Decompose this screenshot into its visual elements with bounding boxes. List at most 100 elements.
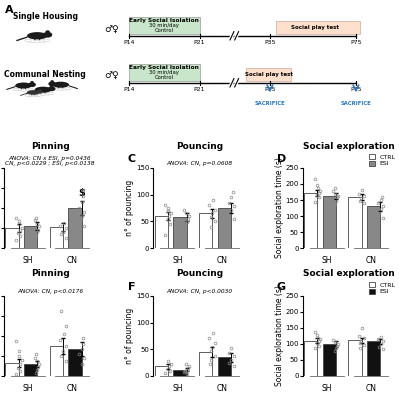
Text: ANOVA: CN, p<0.0030: ANOVA: CN, p<0.0030 bbox=[166, 289, 233, 294]
Bar bbox=[304, 193, 318, 248]
Text: SACRIFICE: SACRIFICE bbox=[340, 101, 371, 106]
Text: G: G bbox=[277, 282, 286, 292]
Ellipse shape bbox=[43, 32, 52, 38]
Bar bbox=[5, 363, 19, 376]
Bar bbox=[199, 352, 212, 376]
Text: P75: P75 bbox=[350, 40, 361, 45]
Bar bbox=[49, 227, 63, 248]
Circle shape bbox=[50, 85, 53, 88]
Ellipse shape bbox=[35, 95, 39, 97]
Text: ♂♀: ♂♀ bbox=[104, 24, 119, 33]
FancyBboxPatch shape bbox=[276, 21, 360, 34]
Bar bbox=[199, 213, 212, 248]
FancyBboxPatch shape bbox=[129, 17, 200, 34]
Text: P14: P14 bbox=[123, 87, 135, 92]
Text: SH: SH bbox=[23, 256, 33, 265]
Text: SH: SH bbox=[23, 384, 33, 393]
FancyBboxPatch shape bbox=[129, 64, 200, 81]
Y-axis label: Social exploration time (s): Social exploration time (s) bbox=[275, 158, 284, 258]
Text: Early Social Isolation: Early Social Isolation bbox=[129, 65, 199, 70]
Text: CN: CN bbox=[67, 256, 78, 265]
Ellipse shape bbox=[40, 40, 46, 42]
Text: Social play test: Social play test bbox=[291, 25, 339, 30]
Text: Control: Control bbox=[155, 75, 174, 80]
Y-axis label: Social exploration time (s): Social exploration time (s) bbox=[275, 286, 284, 386]
Ellipse shape bbox=[35, 87, 51, 93]
Text: 30 min/day: 30 min/day bbox=[149, 23, 179, 28]
Ellipse shape bbox=[37, 95, 41, 96]
Ellipse shape bbox=[28, 88, 34, 90]
Text: SH: SH bbox=[172, 384, 183, 393]
Ellipse shape bbox=[50, 88, 56, 90]
Text: 30 min/day: 30 min/day bbox=[149, 70, 179, 75]
Ellipse shape bbox=[13, 88, 19, 90]
Circle shape bbox=[45, 30, 50, 34]
Text: CN: CN bbox=[216, 384, 227, 393]
Text: C: C bbox=[128, 154, 136, 164]
Legend: CTRL, ESI: CTRL, ESI bbox=[369, 154, 397, 167]
Bar bbox=[323, 344, 336, 376]
Ellipse shape bbox=[40, 93, 46, 96]
Text: Early Social Isolation: Early Social Isolation bbox=[129, 18, 199, 23]
Ellipse shape bbox=[48, 86, 55, 91]
Ellipse shape bbox=[28, 40, 35, 42]
Ellipse shape bbox=[26, 95, 30, 96]
Bar bbox=[348, 340, 362, 376]
Bar bbox=[218, 208, 231, 248]
Text: P35: P35 bbox=[264, 40, 276, 45]
Bar bbox=[24, 364, 37, 376]
Ellipse shape bbox=[63, 88, 68, 90]
Text: CN: CN bbox=[67, 384, 78, 393]
Text: ANOVA: CN x ESI, p=0.0436
CN, p<0.0229 ; ESI, p<0.0138: ANOVA: CN x ESI, p=0.0436 CN, p<0.0229 ;… bbox=[5, 156, 95, 166]
Ellipse shape bbox=[31, 95, 36, 97]
Bar bbox=[367, 206, 380, 248]
Bar bbox=[155, 216, 168, 248]
Bar bbox=[68, 349, 81, 376]
Ellipse shape bbox=[52, 82, 69, 88]
Text: A: A bbox=[5, 5, 14, 15]
Text: Communal Nesting: Communal Nesting bbox=[4, 70, 86, 79]
Ellipse shape bbox=[43, 39, 50, 42]
Ellipse shape bbox=[45, 93, 50, 95]
Text: CN: CN bbox=[365, 384, 377, 393]
Title: Pinning: Pinning bbox=[31, 142, 69, 150]
Title: Pinning: Pinning bbox=[31, 270, 69, 278]
Ellipse shape bbox=[27, 90, 40, 95]
Ellipse shape bbox=[33, 92, 38, 95]
Legend: CTRL, ESI: CTRL, ESI bbox=[369, 282, 397, 295]
Bar bbox=[173, 370, 187, 376]
Text: SH: SH bbox=[172, 256, 183, 265]
Bar bbox=[367, 342, 380, 376]
Text: SACRIFICE: SACRIFICE bbox=[255, 101, 285, 106]
Bar bbox=[173, 217, 187, 248]
Text: P21: P21 bbox=[194, 40, 205, 45]
FancyBboxPatch shape bbox=[247, 68, 291, 81]
Text: ANOVA: CN, p<0.0176: ANOVA: CN, p<0.0176 bbox=[17, 289, 83, 294]
Bar bbox=[24, 226, 37, 248]
Bar bbox=[218, 357, 231, 376]
Text: P35: P35 bbox=[264, 87, 276, 92]
Text: ANOVA: CN, p=0.0608: ANOVA: CN, p=0.0608 bbox=[166, 161, 233, 166]
Title: Pouncing: Pouncing bbox=[176, 270, 223, 278]
Y-axis label: n° of pouncing: n° of pouncing bbox=[125, 308, 134, 364]
Text: SH: SH bbox=[322, 256, 332, 265]
Text: P75: P75 bbox=[350, 87, 361, 92]
Bar bbox=[49, 346, 63, 376]
Ellipse shape bbox=[48, 92, 53, 95]
Text: CN: CN bbox=[216, 256, 227, 265]
Ellipse shape bbox=[53, 88, 59, 90]
Text: CN: CN bbox=[365, 256, 377, 265]
Ellipse shape bbox=[28, 82, 36, 87]
Text: Control: Control bbox=[155, 28, 174, 33]
Ellipse shape bbox=[34, 40, 41, 43]
Text: Single Housing: Single Housing bbox=[12, 12, 77, 21]
Text: ♂♀: ♂♀ bbox=[104, 71, 119, 80]
Text: P14: P14 bbox=[123, 40, 135, 45]
Ellipse shape bbox=[28, 95, 32, 97]
Text: F: F bbox=[128, 282, 135, 292]
Bar bbox=[323, 196, 336, 248]
Text: SH: SH bbox=[322, 384, 332, 393]
Circle shape bbox=[38, 89, 41, 91]
Circle shape bbox=[30, 81, 34, 84]
Title: Social exploration: Social exploration bbox=[303, 142, 395, 150]
